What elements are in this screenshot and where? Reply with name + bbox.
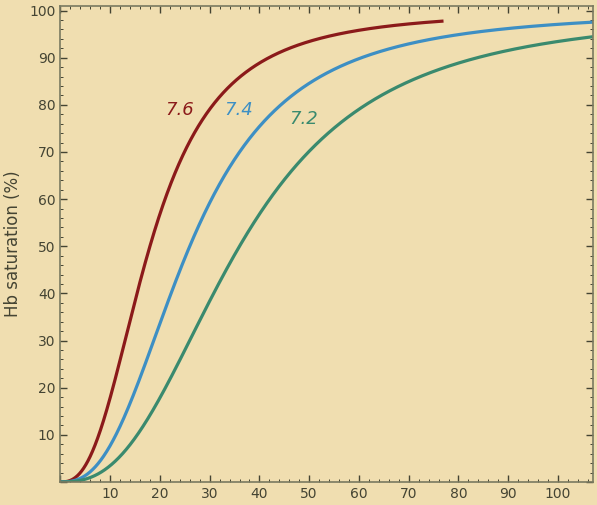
- Y-axis label: Hb saturation (%): Hb saturation (%): [4, 171, 22, 317]
- Text: 7.2: 7.2: [290, 110, 318, 128]
- Text: 7.4: 7.4: [224, 100, 253, 119]
- Text: 7.6: 7.6: [165, 100, 193, 119]
